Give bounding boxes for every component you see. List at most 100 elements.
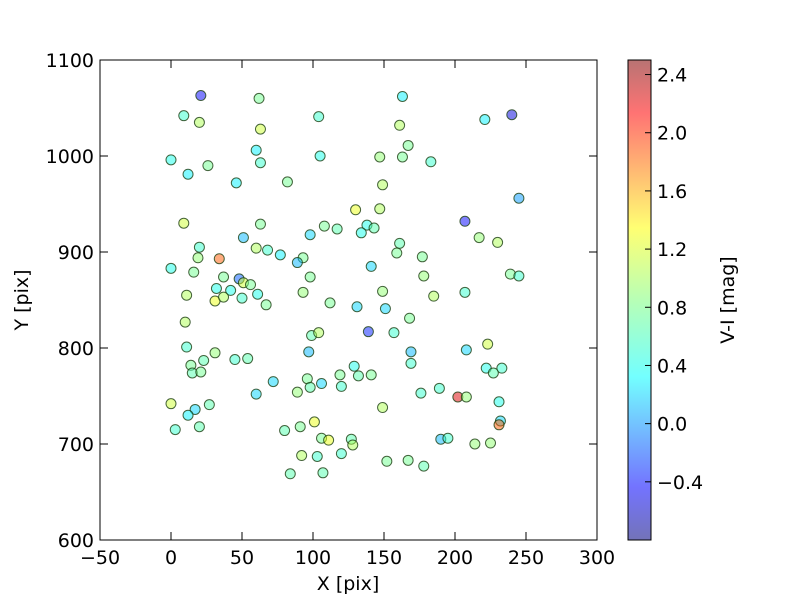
data-point (459, 286, 471, 298)
data-point (473, 232, 485, 244)
data-point (181, 289, 193, 301)
data-point (377, 402, 389, 414)
data-point (351, 301, 363, 313)
data-point (304, 229, 316, 241)
data-point (213, 253, 225, 265)
data-point (355, 227, 367, 239)
data-point (181, 341, 193, 353)
data-point (209, 347, 221, 359)
data-point (165, 262, 177, 274)
colorbar-tick-label: 1.6 (657, 181, 687, 203)
data-point (402, 454, 414, 466)
data-point (279, 425, 291, 437)
data-point (496, 362, 508, 374)
colorbar-frame (627, 59, 652, 541)
data-point (415, 387, 427, 399)
data-point (193, 241, 205, 253)
data-point (230, 177, 242, 189)
data-point (324, 297, 336, 309)
data-point (314, 150, 326, 162)
data-point (460, 344, 472, 356)
data-point (368, 222, 380, 234)
data-point (250, 388, 262, 400)
data-point (404, 312, 416, 324)
data-point (304, 381, 316, 393)
data-point (313, 111, 325, 123)
data-point (418, 270, 430, 282)
data-point (260, 299, 272, 311)
data-point (304, 271, 316, 283)
data-point (493, 419, 505, 431)
data-point (294, 421, 306, 433)
data-point (506, 109, 518, 121)
data-point (374, 151, 386, 163)
plot-frame (99, 59, 598, 541)
colorbar-gradient (628, 60, 651, 540)
data-point (374, 203, 386, 215)
data-point (225, 284, 237, 296)
x-tick-label: −50 (80, 547, 120, 569)
data-point (296, 450, 308, 462)
data-point (254, 123, 266, 135)
data-point (198, 354, 210, 366)
data-point (394, 119, 406, 131)
data-point (317, 467, 329, 479)
data-point (377, 179, 389, 191)
data-point (242, 353, 254, 365)
data-point (165, 154, 177, 166)
colorbar-ticks: −0.4 0.0 0.4 0.8 1.2 1.6 2.0 2.4 (645, 65, 703, 494)
data-point (297, 286, 309, 298)
data-point (169, 424, 181, 436)
x-tick-label: 200 (437, 547, 473, 569)
data-point (182, 168, 194, 180)
data-point (193, 421, 205, 433)
data-point (350, 204, 362, 216)
data-point (331, 223, 343, 235)
data-point (237, 232, 249, 244)
data-point (178, 217, 190, 229)
data-point (513, 270, 525, 282)
data-point (362, 326, 374, 338)
data-point (262, 244, 274, 256)
data-point (253, 92, 265, 104)
x-tick-label: 250 (508, 547, 544, 569)
data-point (442, 432, 454, 444)
data-point (245, 279, 257, 291)
data-point (334, 369, 346, 381)
data-point (365, 260, 377, 272)
data-point (492, 236, 504, 248)
colorbar-tick-label: 2.0 (657, 123, 687, 145)
data-point (250, 242, 262, 254)
data-point (479, 114, 491, 126)
data-point (210, 282, 222, 294)
x-tick-label: 300 (579, 547, 615, 569)
data-point (308, 416, 320, 428)
data-point (192, 252, 204, 264)
data-point (218, 291, 230, 303)
data-point (394, 237, 406, 249)
colorbar-tick-label: 1.2 (657, 239, 687, 261)
y-tick-label: 900 (58, 242, 94, 264)
data-point (193, 116, 205, 128)
data-point (335, 448, 347, 460)
x-tick-label: 150 (366, 547, 402, 569)
x-tick-label: 100 (295, 547, 331, 569)
data-point (303, 346, 315, 358)
y-tick-label: 1000 (46, 146, 94, 168)
data-point (365, 369, 377, 381)
colorbar-label: V-I [mag] (717, 256, 739, 343)
data-point (267, 376, 279, 388)
data-point (281, 176, 293, 188)
x-tick-label: 0 (165, 547, 177, 569)
data-point (195, 90, 207, 102)
data-point (418, 460, 430, 472)
data-point (377, 285, 389, 297)
data-point (229, 354, 241, 366)
data-point (179, 316, 191, 328)
data-point (416, 251, 428, 263)
data-point (405, 357, 417, 369)
data-point (347, 439, 359, 451)
data-point (318, 220, 330, 232)
data-point (460, 391, 472, 403)
data-point (425, 156, 437, 168)
